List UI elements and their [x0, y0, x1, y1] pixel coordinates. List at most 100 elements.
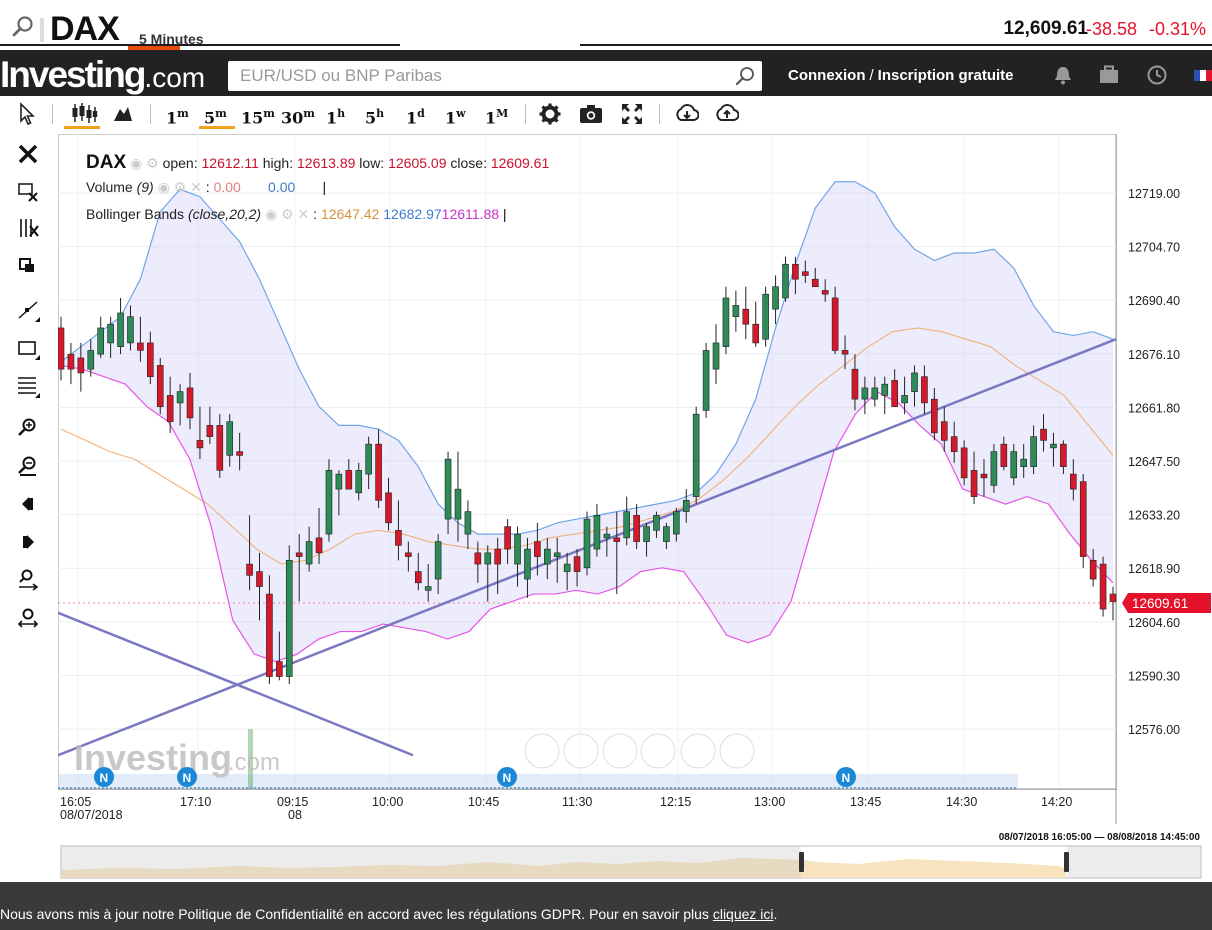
chart-nav-button[interactable] — [524, 733, 560, 769]
candle-body[interactable] — [802, 271, 809, 276]
reset-zoom-icon[interactable] — [16, 606, 40, 630]
candle-body[interactable] — [821, 290, 829, 295]
candle-body[interactable] — [663, 526, 670, 542]
scroll-left-icon[interactable] — [16, 492, 40, 516]
chart-area[interactable]: 12719.00 12704.70 12690.40 12676.10 12661.80… — [58, 134, 1212, 824]
candle-body[interactable] — [911, 372, 918, 392]
price-chart[interactable]: 12719.00 12704.70 12690.40 12676.10 12661.80… — [58, 134, 1212, 824]
candle-body[interactable] — [960, 447, 968, 479]
candle-body[interactable] — [950, 436, 958, 452]
candle-body[interactable] — [593, 515, 601, 550]
candle-body[interactable] — [921, 376, 928, 404]
candle-body[interactable] — [137, 342, 144, 351]
volume-settings-icon[interactable]: ◉ ⚙ ✕ — [157, 179, 206, 195]
candle-body[interactable] — [891, 380, 898, 407]
candle-body[interactable] — [494, 548, 501, 565]
candle-body[interactable] — [553, 552, 561, 557]
range-navigator[interactable]: 08/07/2018 16:05:00 — 08/08/2018 14:45:0… — [58, 826, 1212, 882]
area-style-icon[interactable] — [112, 103, 134, 123]
candle-body[interactable] — [216, 425, 224, 471]
candle-body[interactable] — [1079, 481, 1087, 557]
candle-body[interactable] — [811, 278, 819, 288]
candle-body[interactable] — [107, 323, 114, 344]
timeframe-1m[interactable]: 1m — [166, 101, 189, 127]
download-icon[interactable] — [675, 102, 699, 126]
candle-body[interactable] — [1089, 560, 1097, 580]
fullscreen-icon[interactable] — [621, 103, 643, 125]
candle-body[interactable] — [444, 458, 452, 520]
candle-body[interactable] — [940, 421, 948, 441]
candle-body[interactable] — [931, 398, 938, 434]
upload-icon[interactable] — [715, 102, 739, 126]
investing-logo[interactable]: Investing.com — [0, 54, 205, 96]
candle-body[interactable] — [901, 395, 908, 404]
candle-body[interactable] — [970, 470, 978, 497]
news-marker[interactable] — [497, 767, 517, 787]
candle-body[interactable] — [762, 293, 769, 340]
candle-body[interactable] — [623, 511, 630, 539]
candle-body[interactable] — [782, 263, 789, 299]
candle-body[interactable] — [236, 451, 243, 456]
close-icon[interactable] — [16, 142, 40, 166]
candle-body[interactable] — [603, 533, 611, 539]
candle-body[interactable] — [792, 263, 799, 280]
candle-body[interactable] — [692, 413, 700, 497]
chart-nav-button[interactable] — [719, 733, 755, 769]
candle-body[interactable] — [375, 443, 382, 501]
candle-body[interactable] — [315, 537, 323, 554]
candle-body[interactable] — [1050, 443, 1057, 449]
zoom-out-icon[interactable] — [16, 454, 40, 478]
candle-body[interactable] — [1060, 443, 1067, 467]
candle-body[interactable] — [156, 365, 164, 407]
trendline-descending[interactable] — [58, 611, 414, 757]
candle-body[interactable] — [752, 323, 760, 344]
candle-body[interactable] — [176, 391, 184, 404]
chart-nav-button[interactable] — [563, 733, 599, 769]
candle-body[interactable] — [424, 586, 432, 591]
trendline-tool-icon[interactable] — [16, 298, 40, 322]
search-icon[interactable] — [10, 14, 36, 40]
rectangle-tool-icon[interactable] — [16, 336, 40, 360]
navigator-left-handle[interactable] — [799, 852, 804, 872]
news-marker[interactable] — [177, 767, 197, 787]
candle-body[interactable] — [732, 305, 740, 317]
timeframe-1d[interactable]: 1d — [406, 101, 425, 127]
candle-body[interactable] — [742, 308, 750, 325]
navigator-track[interactable] — [58, 826, 1212, 882]
candle-body[interactable] — [186, 387, 194, 419]
candle-body[interactable] — [434, 541, 442, 580]
timeframe-30m[interactable]: 30m — [281, 101, 315, 127]
clone-icon[interactable] — [16, 254, 40, 278]
bollinger-settings-icon[interactable]: ◉ ⚙ ✕ — [265, 206, 314, 222]
candle-body[interactable] — [385, 492, 392, 524]
candle-body[interactable] — [395, 530, 402, 546]
candle-body[interactable] — [702, 350, 710, 411]
candle-body[interactable] — [1030, 436, 1037, 467]
fibonacci-tool-icon[interactable] — [16, 374, 40, 398]
candle-body[interactable] — [414, 571, 422, 584]
candle-body[interactable] — [276, 661, 283, 677]
candle-body[interactable] — [682, 500, 690, 512]
camera-icon[interactable] — [579, 103, 603, 125]
news-marker[interactable] — [94, 767, 114, 787]
candle-body[interactable] — [851, 368, 859, 400]
candle-body[interactable] — [831, 297, 839, 351]
candle-body[interactable] — [127, 316, 134, 344]
candle-body[interactable] — [1020, 458, 1027, 467]
candle-body[interactable] — [583, 518, 591, 569]
candle-body[interactable] — [990, 451, 998, 486]
timeframe-1w[interactable]: 1w — [445, 101, 466, 127]
login-link[interactable]: Connexion — [788, 67, 866, 84]
timeframe-15m[interactable]: 15m — [241, 101, 275, 127]
candle-body[interactable] — [772, 286, 779, 310]
bell-icon[interactable] — [1052, 64, 1074, 86]
candle-body[interactable] — [871, 387, 879, 400]
timeframe-1M[interactable]: 1M — [485, 101, 508, 127]
candle-body[interactable] — [1010, 451, 1018, 479]
candle-body[interactable] — [226, 421, 234, 456]
candle-body[interactable] — [196, 440, 204, 449]
gdpr-link[interactable]: cliquez ici — [712, 906, 774, 922]
site-search-input[interactable]: EUR/USD ou BNP Paribas — [228, 61, 762, 91]
candle-body[interactable] — [524, 548, 531, 580]
signup-link[interactable]: Inscription gratuite — [877, 67, 1014, 84]
